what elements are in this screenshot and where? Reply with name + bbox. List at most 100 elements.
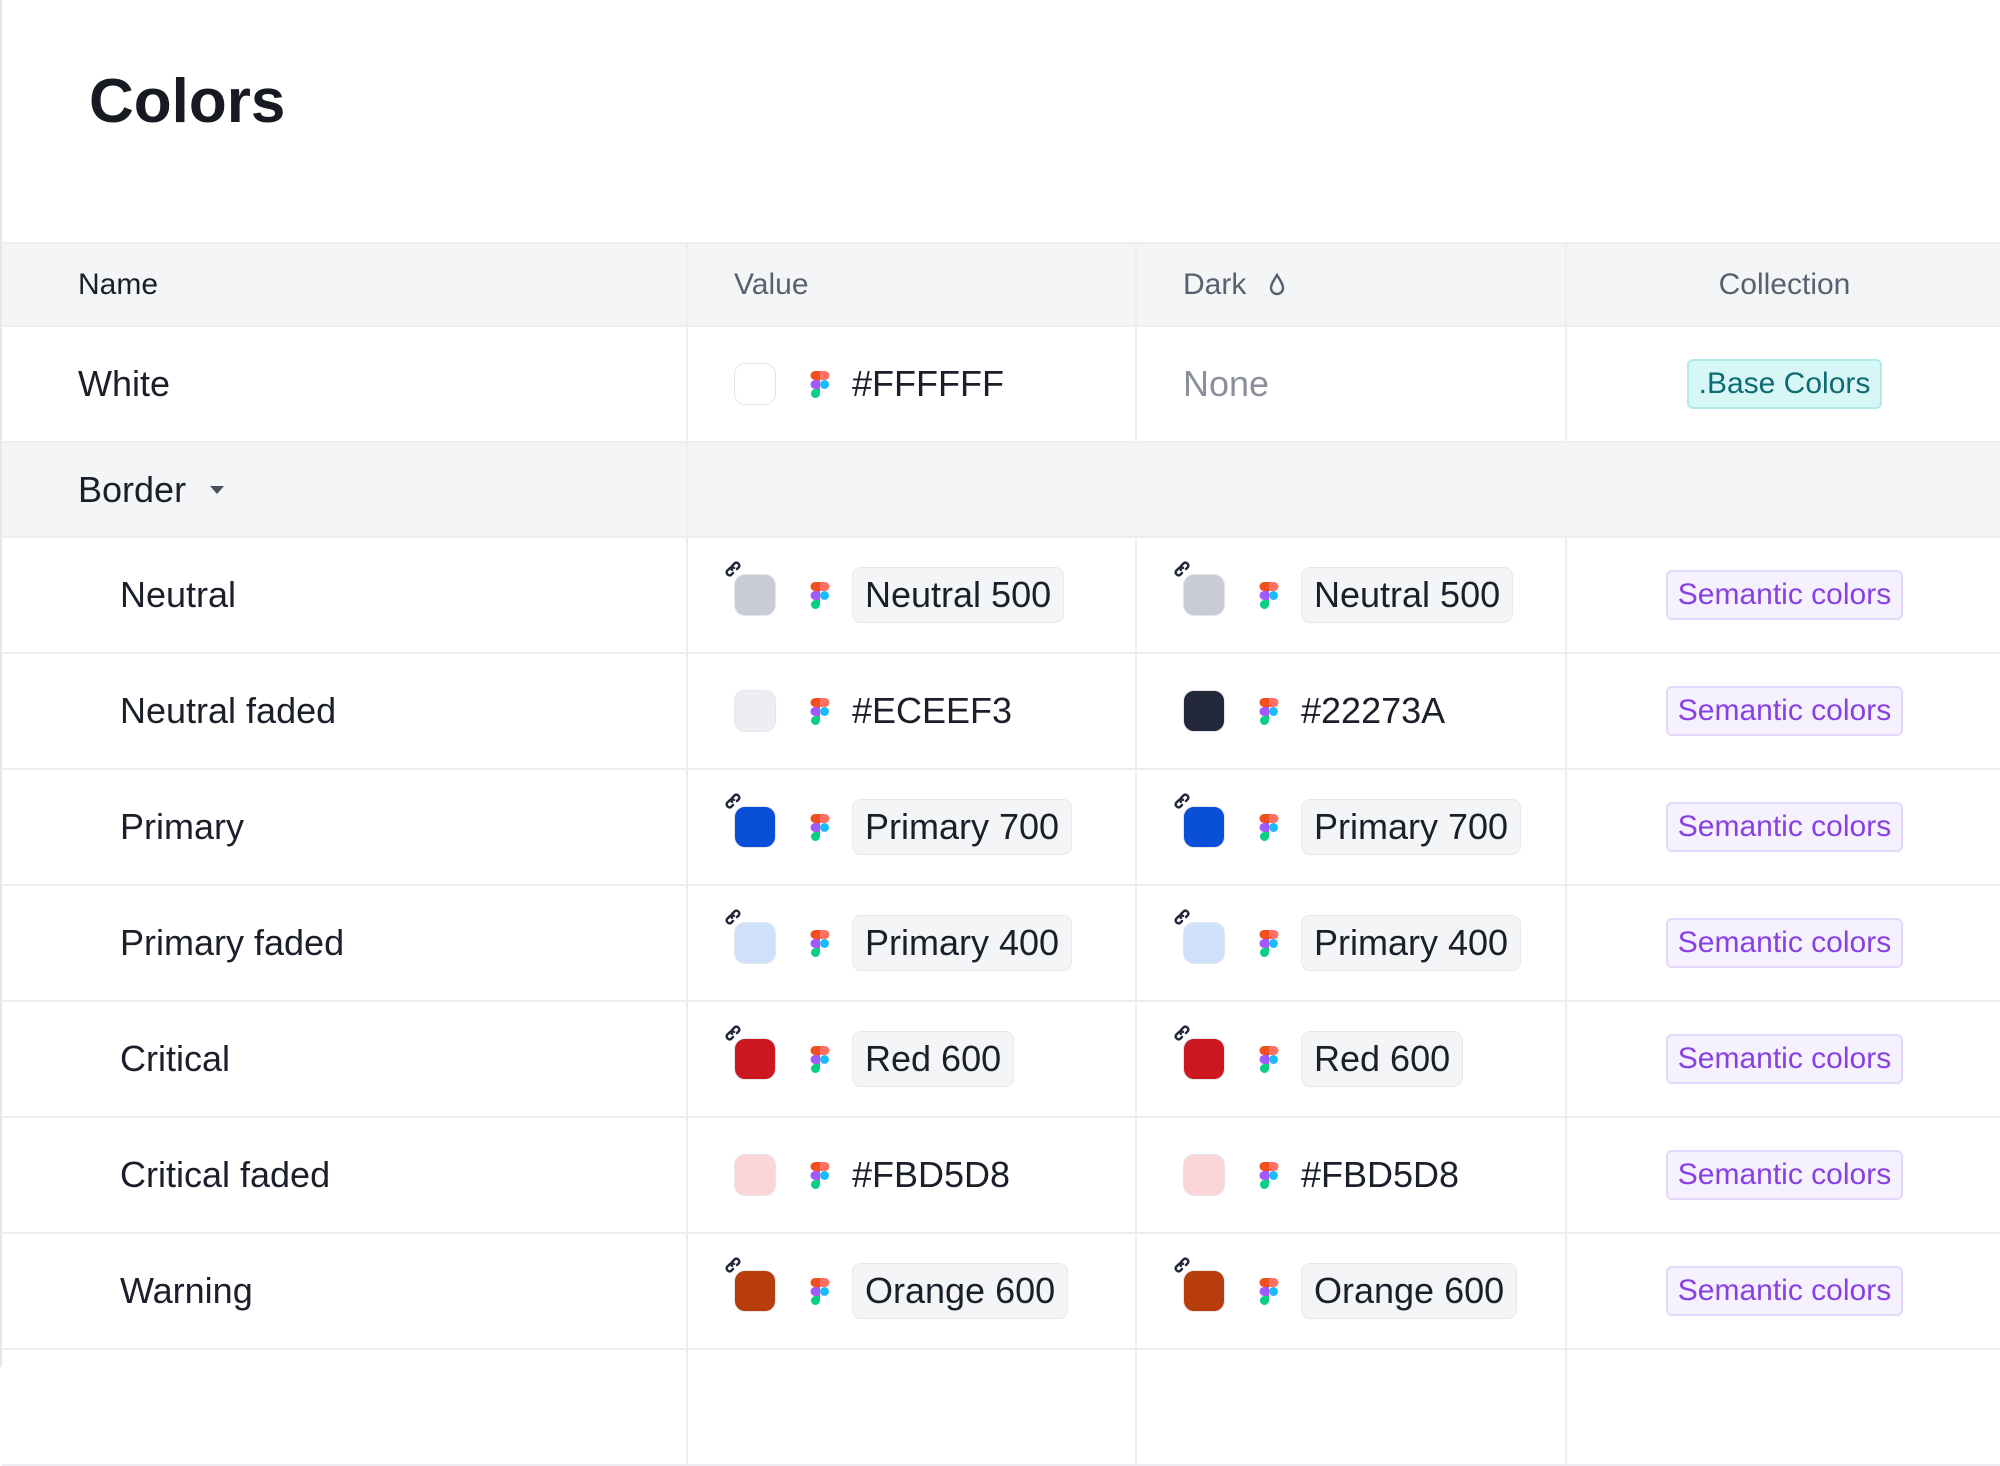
droplet-icon [1270, 272, 1285, 295]
column-header-label: Name [78, 267, 159, 301]
collection-badge: Semantic colors [1665, 1266, 1904, 1316]
hex-value: #FBD5D8 [1301, 1154, 1460, 1195]
collection-cell: Semantic colors [1567, 1118, 2000, 1232]
value-cell: #ECEEF3 [688, 654, 1137, 768]
color-swatch [725, 1025, 776, 1080]
value-cell: Primary 700 [688, 770, 1137, 884]
alias-pill: Orange 600 [1301, 1263, 1518, 1319]
dark-cell: #FBD5D8 [1137, 1118, 1567, 1232]
value-cell: #FFFFFF [688, 327, 1137, 441]
collection-badge: Semantic colors [1665, 1150, 1904, 1200]
color-swatch [725, 1257, 776, 1312]
variable-row[interactable]: Critical Red 600 Red 600 Semantic colors [2, 1002, 2000, 1118]
figma-icon [810, 371, 830, 398]
empty-cell [2, 1350, 688, 1464]
variable-row[interactable]: Warning Orange 600 Orange 600 Semantic colo… [2, 1234, 2000, 1350]
figma-icon [810, 1046, 830, 1073]
figma-icon [810, 930, 830, 957]
dark-cell: #22273A [1137, 654, 1567, 768]
figma-icon [1259, 1162, 1279, 1189]
column-header-label: Dark [1183, 267, 1247, 301]
variable-row[interactable]: White #FFFFFF None .Base Colors [2, 327, 2000, 443]
group-filler [688, 443, 2000, 536]
name-cell: Neutral [2, 538, 688, 652]
collection-cell: Semantic colors [1567, 770, 2000, 884]
variable-row[interactable]: Primary faded Primary 400 Primary 400 Seman… [2, 886, 2000, 1002]
hex-value: #ECEEF3 [852, 690, 1013, 731]
color-swatch [725, 793, 776, 848]
figma-icon [810, 1278, 830, 1305]
value-cell: Neutral 500 [688, 538, 1137, 652]
color-swatch [1183, 690, 1225, 732]
alias-pill: Orange 600 [852, 1263, 1069, 1319]
color-swatch [1174, 793, 1225, 848]
variable-name: Warning [120, 1270, 253, 1311]
header-row: Name Value Dark Collection [2, 242, 2000, 327]
collection-badge: Semantic colors [1665, 570, 1904, 620]
color-swatch [725, 909, 776, 964]
collection-cell: Semantic colors [1567, 886, 2000, 1000]
alias-link-icon [1174, 909, 1190, 925]
alias-pill: Red 600 [852, 1031, 1015, 1087]
column-header: Value [688, 244, 1137, 325]
empty-cell [688, 1350, 1137, 1464]
variable-name: Neutral [120, 574, 237, 615]
alias-link-icon [725, 561, 741, 577]
figma-icon [810, 1162, 830, 1189]
value-cell: Red 600 [688, 1002, 1137, 1116]
variable-row[interactable]: Critical faded #FBD5D8 #FBD5D8 Semantic col… [2, 1118, 2000, 1234]
figma-icon [1259, 1278, 1279, 1305]
variable-name: Critical faded [120, 1154, 331, 1195]
collection-badge: Semantic colors [1665, 802, 1904, 852]
alias-link-icon [1174, 1257, 1190, 1273]
collection-cell: Semantic colors [1567, 654, 2000, 768]
color-swatch [1174, 1025, 1225, 1080]
variable-row[interactable]: Neutral faded #ECEEF3 #22273A Semantic colo… [2, 654, 2000, 770]
alias-link-icon [725, 793, 741, 809]
alias-link-icon [1174, 793, 1190, 809]
figma-icon [1259, 930, 1279, 957]
name-cell: Critical [2, 1002, 688, 1116]
alias-pill: Neutral 500 [1301, 567, 1514, 623]
variable-row[interactable]: Primary Primary 700 Primary 700 Semantic co… [2, 770, 2000, 886]
figma-icon [1259, 814, 1279, 841]
alias-pill: Red 600 [1301, 1031, 1464, 1087]
dark-cell: Primary 400 [1137, 886, 1567, 1000]
name-cell: Primary faded [2, 886, 688, 1000]
variable-name: Primary [120, 806, 244, 847]
color-swatch [725, 561, 776, 616]
variable-name: Primary faded [120, 922, 345, 963]
collection-badge: Semantic colors [1665, 1034, 1904, 1084]
dark-cell: Red 600 [1137, 1002, 1567, 1116]
alias-link-icon [725, 1257, 741, 1273]
color-swatch [734, 1154, 776, 1196]
variable-row[interactable]: Neutral Neutral 500 Neutral 500 Semantic co… [2, 538, 2000, 654]
color-swatch [1174, 561, 1225, 616]
alias-link-icon [1174, 1025, 1190, 1041]
color-swatch [734, 363, 776, 405]
variable-name: Critical [120, 1038, 231, 1079]
dark-cell: Primary 700 [1137, 770, 1567, 884]
color-swatch [1183, 1154, 1225, 1196]
color-swatch [1174, 909, 1225, 964]
group-row: Border [2, 443, 2000, 538]
dark-cell: None [1137, 327, 1567, 441]
color-swatch [1174, 1257, 1225, 1312]
empty-cell [1137, 1350, 1567, 1464]
caret-icon [210, 485, 225, 494]
collection-badge: .Base Colors [1686, 359, 1883, 409]
column-header: Name [2, 244, 688, 325]
alias-pill: Primary 700 [1301, 799, 1522, 855]
color-table: Name Value Dark Collection White #FFFFFF None.… [2, 242, 2000, 1466]
alias-pill: Primary 700 [852, 799, 1073, 855]
name-cell: Primary [2, 770, 688, 884]
name-cell: Neutral faded [2, 654, 688, 768]
column-header-label: Value [734, 267, 809, 301]
value-cell: #FBD5D8 [688, 1118, 1137, 1232]
alias-pill: Primary 400 [852, 915, 1073, 971]
collection-cell: Semantic colors [1567, 1002, 2000, 1116]
collection-cell: Semantic colors [1567, 538, 2000, 652]
hex-value: #FBD5D8 [852, 1154, 1011, 1195]
alias-pill: Primary 400 [1301, 915, 1522, 971]
